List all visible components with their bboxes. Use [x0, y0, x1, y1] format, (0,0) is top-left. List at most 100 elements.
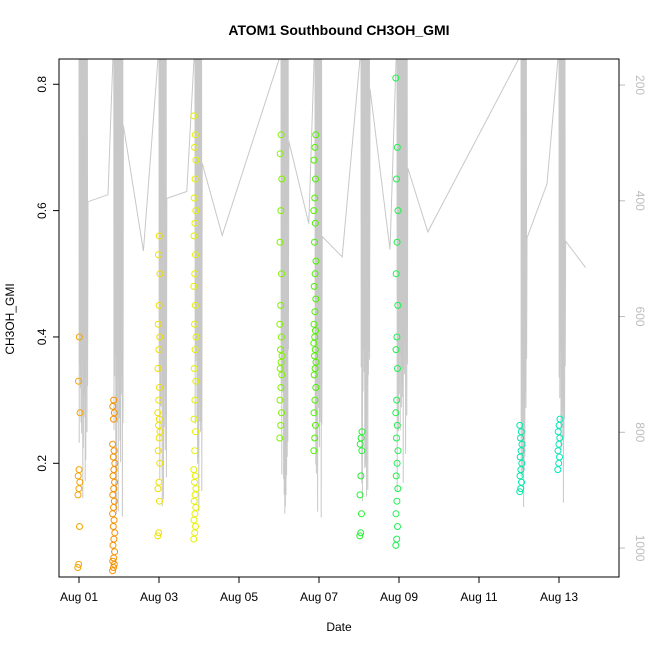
data-point — [109, 567, 117, 575]
data-point — [190, 466, 198, 474]
data-point — [277, 207, 285, 215]
altitude-trace — [78, 59, 586, 518]
data-point — [155, 251, 162, 259]
data-point — [394, 207, 402, 215]
data-point — [154, 485, 162, 493]
data-point — [278, 352, 286, 360]
data-point — [190, 282, 198, 290]
data-point — [310, 409, 318, 417]
data-point — [394, 447, 402, 455]
data-point — [394, 523, 401, 530]
data-point — [276, 434, 284, 442]
x-axis: Aug 01 Aug 03 Aug 05 Aug 07 Aug 09 Aug 11 Aug … — [60, 577, 578, 604]
data-point — [74, 564, 82, 571]
x-tick-label: Aug 09 — [380, 590, 418, 604]
data-point — [191, 447, 199, 455]
data-point — [75, 377, 82, 385]
data-point — [554, 466, 562, 474]
right-tick-label: 400 — [633, 191, 647, 211]
data-point — [278, 270, 285, 278]
data-point — [312, 131, 320, 139]
data-point — [393, 175, 400, 183]
data-point — [518, 459, 526, 467]
data-point — [190, 194, 198, 202]
data-point — [392, 74, 400, 82]
data-point — [191, 510, 199, 518]
data-point — [74, 472, 82, 480]
data-point — [109, 523, 117, 530]
data-point — [109, 557, 117, 565]
data-point — [110, 396, 118, 404]
data-point — [392, 270, 400, 278]
data-point — [516, 472, 524, 480]
data-point — [190, 232, 198, 240]
data-point — [111, 459, 119, 467]
data-point — [155, 346, 163, 354]
data-point — [191, 320, 198, 328]
data-point — [192, 504, 200, 511]
x-tick-label: Aug 03 — [140, 590, 178, 604]
data-point — [191, 346, 199, 354]
right-axis: 200 400 600 800 1000 — [619, 75, 647, 562]
data-point — [156, 428, 164, 436]
data-point — [358, 428, 366, 436]
chart-title: ATOM1 Southbound CH3OH_GMI — [228, 22, 449, 38]
data-point — [191, 529, 199, 537]
data-point — [310, 447, 318, 455]
data-point — [192, 156, 200, 164]
data-point — [393, 396, 401, 404]
data-point — [357, 529, 365, 537]
data-point — [392, 541, 400, 549]
data-point — [311, 219, 319, 227]
data-point — [190, 415, 198, 423]
data-point — [190, 535, 198, 543]
data-point — [394, 301, 402, 309]
data-point — [191, 175, 199, 183]
data-point — [312, 421, 319, 429]
data-point — [191, 270, 199, 278]
data-point — [312, 327, 319, 335]
data-point — [393, 238, 401, 246]
data-point — [392, 409, 400, 417]
data-point — [111, 478, 119, 486]
data-point — [310, 156, 318, 164]
data-point — [75, 485, 83, 493]
data-point — [154, 409, 162, 417]
y-axis: 0.2 0.4 0.6 0.8 — [35, 76, 59, 472]
data-point — [155, 396, 163, 404]
data-point — [556, 415, 564, 423]
data-point — [155, 529, 163, 537]
x-tick-label: Aug 07 — [300, 590, 338, 604]
data-point — [554, 428, 562, 436]
data-point — [278, 409, 285, 417]
data-point — [393, 143, 401, 151]
y-tick-label: 0.4 — [35, 328, 49, 345]
data-point — [311, 194, 319, 202]
data-point — [191, 396, 199, 404]
data-point — [192, 523, 199, 530]
data-point — [518, 440, 526, 448]
data-point — [276, 150, 284, 158]
data-point — [110, 409, 118, 417]
data-point — [310, 320, 318, 328]
data-point — [393, 434, 400, 442]
data-point — [76, 523, 83, 530]
data-point — [516, 488, 524, 496]
data-point — [393, 535, 401, 543]
right-tick-label: 800 — [633, 422, 647, 442]
data-point — [310, 207, 318, 215]
data-point — [192, 207, 200, 215]
data-point — [75, 466, 83, 474]
data-point — [111, 548, 119, 556]
data-point — [75, 560, 83, 568]
data-point — [190, 516, 198, 524]
data-point — [356, 491, 364, 499]
data-point — [190, 112, 198, 120]
data-point — [277, 333, 285, 341]
data-point — [392, 510, 400, 518]
data-point — [74, 491, 82, 499]
data-point — [276, 396, 284, 404]
data-point — [311, 308, 319, 316]
data-point — [155, 232, 163, 240]
